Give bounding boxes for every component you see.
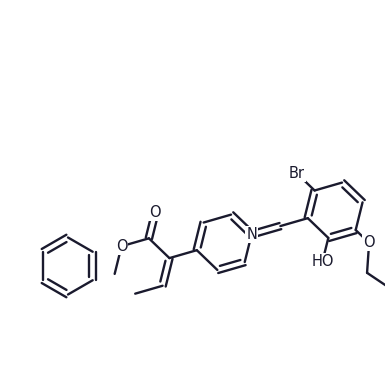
Text: O: O xyxy=(363,235,375,251)
Text: O: O xyxy=(116,239,127,254)
Text: HO: HO xyxy=(311,254,334,269)
Text: O: O xyxy=(149,205,161,220)
Text: N: N xyxy=(246,227,257,242)
Text: Br: Br xyxy=(289,166,305,181)
